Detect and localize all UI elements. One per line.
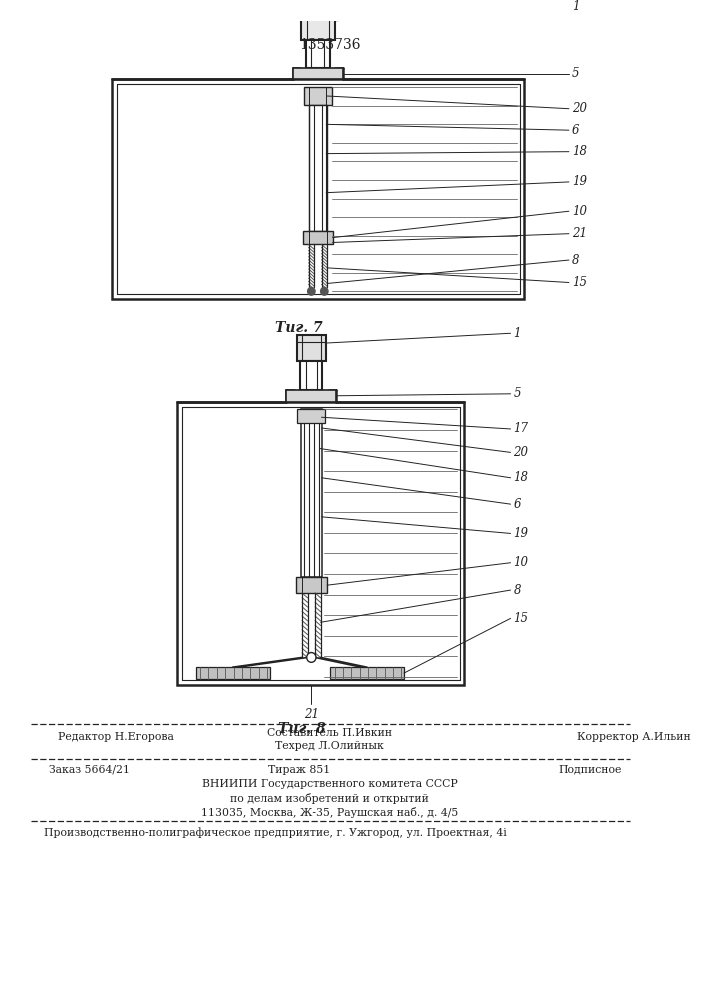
Bar [300,361,322,390]
Bar [112,79,525,299]
Text: Тираж 851: Тираж 851 [268,765,330,775]
Bar [308,105,327,231]
Text: 18: 18 [572,145,587,158]
Bar [298,409,325,423]
Text: Редактор Н.Егорова: Редактор Н.Егорова [59,732,174,742]
Text: Заказ 5664/21: Заказ 5664/21 [49,765,130,775]
Circle shape [307,653,316,662]
Bar [330,667,404,679]
Bar [303,231,333,244]
Text: 15: 15 [572,276,587,289]
Bar [301,409,322,577]
Text: 20: 20 [572,102,587,115]
Text: Техред Л.Олийнык: Техред Л.Олийнык [276,741,385,751]
Text: Τиг. 7: Τиг. 7 [276,321,323,335]
Bar [196,667,269,679]
Text: по делам изобретений и открытий: по делам изобретений и открытий [230,793,429,804]
Text: 10: 10 [572,205,587,218]
Text: 6: 6 [572,124,579,137]
Text: 21: 21 [304,708,319,721]
Text: Подписное: Подписное [559,765,622,775]
Text: 20: 20 [513,446,528,459]
Bar [293,68,343,79]
Text: 5: 5 [572,67,579,80]
Bar [306,40,330,68]
Bar [296,335,326,361]
Text: Корректор А.Ильин: Корректор А.Ильин [578,732,691,742]
Text: ВНИИПИ Государственного комитета СССР: ВНИИПИ Государственного комитета СССР [202,779,457,789]
Text: Производственно-полиграфическое предприятие, г. Ужгород, ул. Проектная, 4i: Производственно-полиграфическое предприя… [45,827,507,838]
Bar [286,390,337,402]
Text: 5: 5 [513,387,521,400]
Text: 1: 1 [513,327,521,340]
Text: 1: 1 [572,0,579,13]
Circle shape [308,287,315,295]
Text: 17: 17 [513,422,528,435]
Text: 15: 15 [513,612,528,625]
Text: 8: 8 [513,584,521,597]
Bar [304,87,332,105]
Circle shape [320,287,328,295]
Text: 10: 10 [513,556,528,569]
Text: 113035, Москва, Ж-35, Раушская наб., д. 4/5: 113035, Москва, Ж-35, Раушская наб., д. … [201,807,459,818]
Text: 18: 18 [513,471,528,484]
Text: 1353736: 1353736 [299,38,361,52]
Text: 6: 6 [513,498,521,511]
Text: 19: 19 [513,527,528,540]
Text: 19: 19 [572,175,587,188]
Bar [177,402,464,685]
Bar [296,577,327,593]
Text: Τиг. 8: Τиг. 8 [279,722,326,736]
Text: 21: 21 [572,227,587,240]
Bar [301,11,334,40]
Text: Составитель П.Ивкин: Составитель П.Ивкин [267,728,392,738]
Text: 8: 8 [572,254,579,267]
